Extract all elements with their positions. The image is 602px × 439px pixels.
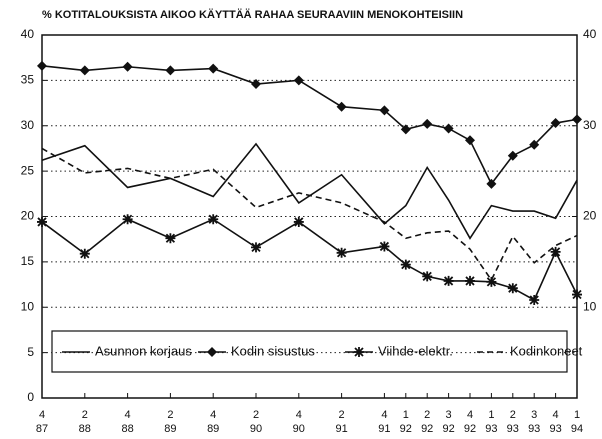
y2-tick-label: 20 (583, 209, 597, 223)
marker (422, 118, 433, 129)
marker (465, 275, 475, 286)
x-tick-label: 4 87 (35, 409, 49, 435)
y-tick-label: 35 (21, 73, 35, 87)
marker (379, 105, 390, 116)
marker (422, 271, 433, 282)
marker (122, 61, 133, 72)
marker (293, 75, 304, 86)
marker (486, 276, 497, 287)
marker (400, 259, 411, 270)
marker (507, 283, 518, 294)
y-tick-label: 15 (21, 254, 35, 268)
marker (79, 248, 90, 259)
marker (122, 214, 133, 225)
x-tick-label: 2 91 (335, 409, 348, 435)
x-tick-label: 2 88 (78, 409, 91, 435)
marker (465, 135, 475, 146)
marker (208, 214, 219, 225)
x-tick-label: 4 92 (463, 409, 477, 435)
series-line (41, 218, 578, 302)
legend-label: Kodin sisustus (231, 343, 315, 358)
marker (336, 101, 347, 112)
y2-tick-label: 10 (583, 299, 597, 313)
marker (443, 275, 454, 286)
x-tick-label: 4 89 (207, 409, 220, 435)
marker (550, 246, 561, 257)
marker (251, 79, 261, 90)
series-line (41, 147, 578, 282)
marker (293, 216, 304, 227)
y-tick-label: 10 (21, 299, 35, 313)
series-line (41, 142, 578, 240)
marker (379, 241, 390, 252)
x-tick-label: 3 93 (528, 409, 541, 435)
x-tick-label: 4 88 (121, 409, 134, 435)
marker (336, 247, 347, 258)
y-tick-label: 5 (27, 345, 34, 359)
y-tick-label: 40 (21, 27, 35, 41)
marker (165, 65, 176, 76)
marker (208, 63, 219, 74)
x-tick-label: 4 91 (378, 409, 391, 435)
marker (443, 123, 454, 134)
legend-marker (354, 347, 364, 357)
marker (486, 178, 497, 189)
x-tick-label: 2 92 (421, 409, 434, 435)
x-tick-label: 1 94 (570, 409, 584, 435)
marker (529, 294, 540, 305)
y-tick-label: 25 (21, 163, 35, 177)
x-tick-label: 2 89 (164, 409, 177, 435)
legend-label: Kodinkoneet (510, 343, 583, 358)
marker (572, 114, 582, 125)
marker (507, 150, 518, 161)
legend-label: Asunnon korjaus (95, 343, 192, 358)
series-line (41, 65, 578, 186)
marker (79, 65, 90, 76)
x-tick-label: 2 93 (506, 409, 519, 435)
y-tick-label: 20 (21, 209, 35, 223)
marker (37, 216, 47, 227)
chart-title: % KOTITALOUKSISTA AIKOO KÄYTTÄÄ RAHAA SE… (42, 8, 463, 21)
marker (251, 242, 261, 253)
x-tick-label: 2 90 (249, 409, 263, 435)
y-tick-label: 0 (27, 390, 34, 404)
marker (529, 139, 540, 150)
marker (400, 124, 411, 135)
y2-tick-label: 40 (583, 27, 597, 41)
marker (37, 60, 47, 71)
marker (550, 118, 561, 129)
y-tick-label: 30 (21, 118, 35, 132)
marker (572, 289, 582, 300)
legend-label: Viihde-elektr. (378, 343, 453, 358)
marker (165, 233, 176, 244)
x-tick-label: 3 92 (442, 409, 455, 435)
x-tick-label: 4 90 (292, 409, 305, 435)
x-tick-label: 1 92 (399, 409, 412, 435)
x-tick-label: 1 93 (485, 409, 498, 435)
legend-marker (207, 347, 217, 357)
x-tick-label: 4 93 (549, 409, 562, 435)
y2-tick-label: 30 (583, 118, 597, 132)
